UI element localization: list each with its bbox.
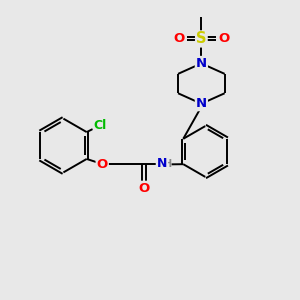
Text: O: O	[173, 32, 184, 45]
Text: Cl: Cl	[94, 119, 107, 132]
Text: N: N	[157, 157, 167, 170]
Text: H: H	[163, 159, 171, 169]
Text: N: N	[196, 97, 207, 110]
Text: O: O	[97, 158, 108, 171]
Text: N: N	[196, 57, 207, 70]
Text: S: S	[196, 32, 207, 46]
Text: O: O	[138, 182, 150, 195]
Text: O: O	[218, 32, 230, 45]
